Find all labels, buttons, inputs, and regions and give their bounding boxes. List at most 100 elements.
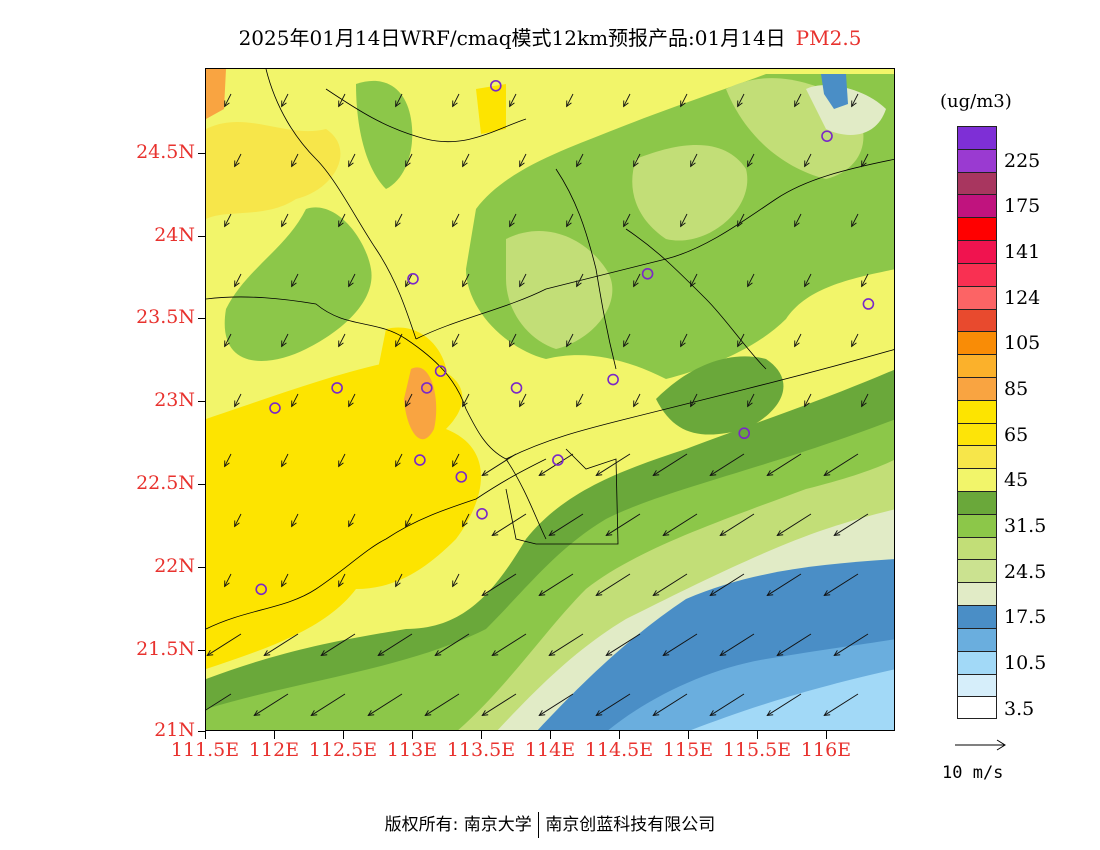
wind-arrow-icon [320,633,356,656]
wind-arrow-icon [395,93,403,107]
wind-arrowhead-icon [737,220,743,228]
wind-arrow-icon [367,693,403,716]
wind-arrowhead-icon [348,400,354,408]
wind-arrow-icon [424,693,460,716]
wind-arrowhead-icon [595,710,603,716]
station-marker [607,373,619,386]
wind-arrow-icon [206,693,232,711]
wind-arrowhead-icon [804,160,810,168]
wind-arrowhead-icon [851,340,857,348]
wind-arrowhead-icon [424,710,432,716]
wind-arrow-icon [747,153,755,167]
station-marker [455,471,468,483]
colorbar-swatch [957,376,997,400]
wind-arrowhead-icon [680,220,686,228]
wind-arrow-icon [823,453,859,476]
y-tick [198,650,206,651]
wind-arrow-icon [481,453,517,476]
wind-arrow-icon [519,153,527,167]
station-marker [510,382,523,394]
zone-17-24-north [806,85,886,135]
wind-arrow-icon [281,453,289,467]
wind-arrowhead-icon [833,650,841,656]
wind-arrowhead-icon [737,100,743,108]
colorbar-swatch [957,582,997,606]
wind-arrowhead-icon [851,100,857,108]
colorbar-swatch [957,673,997,697]
wind-arrow-icon [833,633,869,656]
wind-arrowhead-icon [623,220,629,228]
colorbar-swatch [957,240,997,263]
wind-arrowhead-icon [281,220,287,228]
y-label-21N: 21N [154,719,195,741]
wind-arrowhead-icon [234,520,240,528]
wind-arrow-icon [595,453,631,476]
wind-arrow-icon [690,273,698,287]
zone-lightgreen-1 [506,230,613,349]
zone-45-65-nw [206,121,341,219]
y-tick [198,236,206,237]
wind-arrow-icon [538,693,574,716]
wind-arrowhead-icon [281,340,287,348]
colorbar-swatch [957,491,997,514]
wind-arrowhead-icon [253,710,261,716]
wind-arrowhead-icon [605,650,613,656]
wind-arrowhead-icon [234,400,240,408]
wind-arrow-icon [861,273,869,287]
wind-arrow-icon [566,93,574,107]
wind-arrow-icon [291,153,299,167]
wind-arrowhead-icon [462,520,468,528]
colorbar-label: 3.5 [1004,697,1035,720]
wind-arrow-icon [851,93,859,107]
station-marker [434,365,447,377]
wind-arrowhead-icon [452,340,458,348]
wind-arrowhead-icon [747,160,753,168]
wind-arrowhead-icon [709,710,717,716]
wind-arrowhead-icon [452,220,458,228]
wind-arrowhead-icon [623,340,629,348]
copyright-suffix: 南京创蓝科技有限公司 [545,815,716,835]
colorbar-swatch [957,605,997,628]
wind-arrow-icon [452,213,460,227]
wind-arrow-icon [291,273,299,287]
title-text: 2025年01月14日WRF/cmaq模式12km预报产品:01月14日 [238,26,786,50]
wind-arrowhead-icon [452,100,458,108]
wind-arrow-icon [348,513,356,527]
copyright-separator [537,812,540,838]
wind-arrow-icon [338,573,346,587]
wind-arrow-icon [206,633,242,656]
wind-arrowhead-icon [652,470,660,476]
wind-arrow-icon [794,333,802,347]
wind-arrowhead-icon [709,470,717,476]
wind-arrowhead-icon [776,650,784,656]
wind-arrow-icon [405,393,413,407]
wind-arrow-icon [263,633,299,656]
wind-arrowhead-icon [310,710,318,716]
wind-arrow-icon [462,273,470,287]
wind-arrow-icon [395,213,403,227]
colorbar-swatch [957,559,997,583]
wind-arrowhead-icon [405,280,411,288]
pm25-forecast-map [205,68,895,731]
wind-arrowhead-icon [633,400,639,408]
wind-arrowhead-icon [861,280,867,288]
wind-arrow-icon [462,153,470,167]
wind-arrow-icon [633,273,641,287]
y-label-23.5N: 23.5N [136,306,195,328]
wind-arrow-icon [709,453,745,476]
wind-arrowhead-icon [224,580,230,588]
wind-arrow-icon [253,693,289,716]
zone-green-north [356,80,413,189]
y-tick [198,567,206,568]
page-title: 2025年01月14日WRF/cmaq模式12km预报产品:01月14日 PM2.… [0,22,1100,51]
station-marker [489,79,502,92]
wind-arrowhead-icon [680,100,686,108]
station-marker [255,583,268,596]
colorbar-swatch [957,513,997,537]
colorbar-swatch [957,148,997,172]
wind-arrow-icon [680,213,688,227]
wind-arrow-icon [690,393,698,407]
station-marker [331,382,343,394]
zone-blue-north [821,74,848,109]
wind-arrow-icon [481,573,517,596]
